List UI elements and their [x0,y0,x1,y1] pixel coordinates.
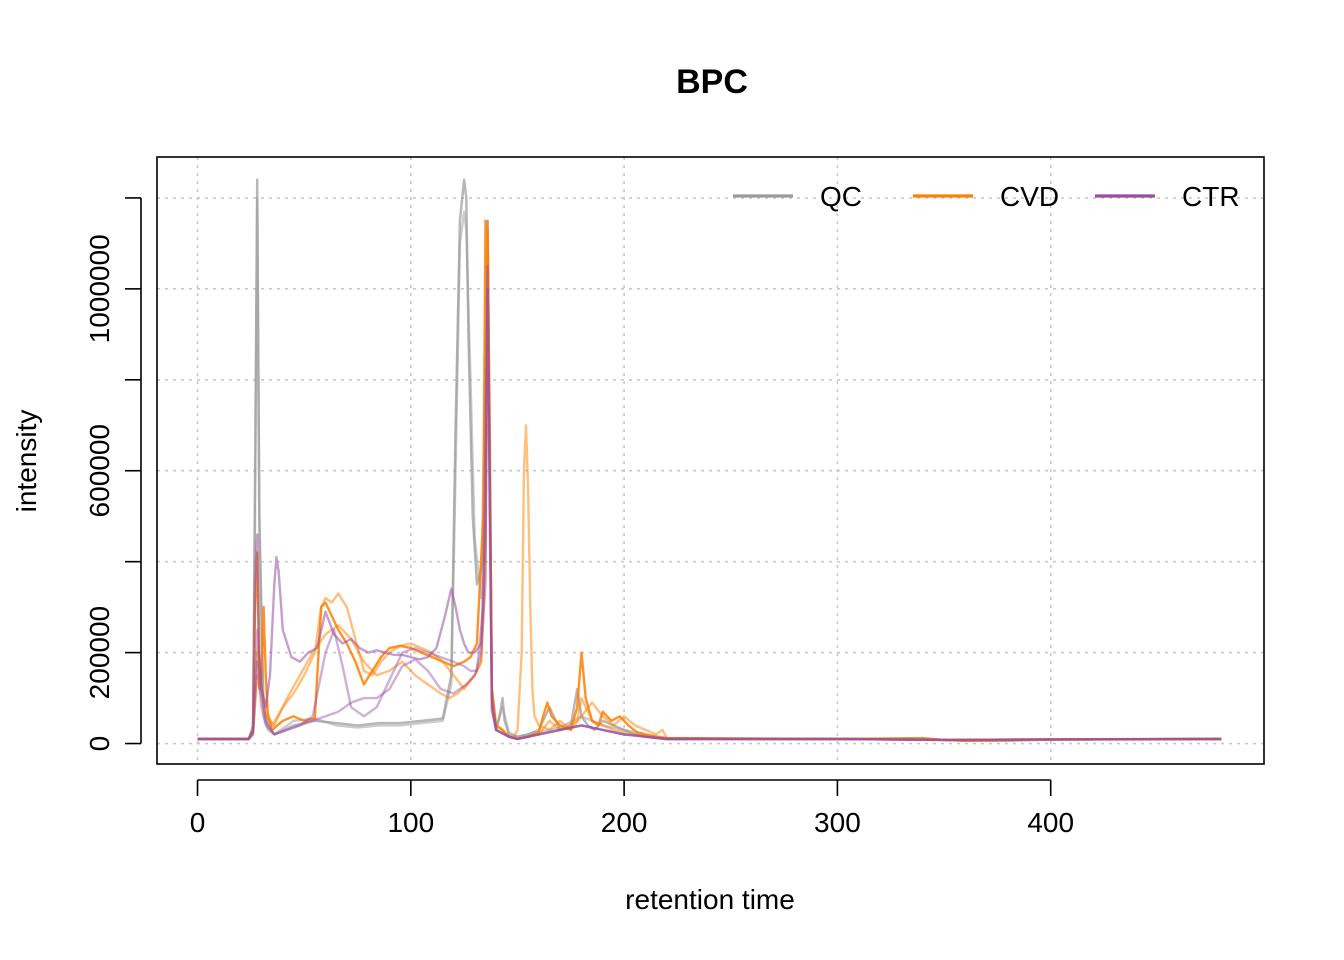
x-tick-label: 400 [1027,807,1074,838]
x-tick-label: 300 [814,807,861,838]
chart-title: BPC [676,63,748,101]
series-line-qc [197,178,1222,742]
legend: QC CVD CTR [733,181,1240,212]
legend-label-qc: QC [820,181,862,212]
legend-label-ctr: CTR [1182,181,1240,212]
y-axis: 0 200000 600000 1000000 [84,197,142,752]
plot-frame [156,156,1265,765]
series-line-ctr [197,264,1222,742]
series-line-ctr [197,287,1222,742]
x-axis: 0 100 200 300 400 [190,779,1074,838]
y-tick-label: 1000000 [84,234,115,343]
x-tick-label: 100 [387,807,434,838]
y-axis-label: intensity [11,410,42,513]
series-line-ctr [197,287,1222,742]
y-tick-label: 200000 [84,606,115,699]
grid [157,157,1264,764]
series-line-cvd [197,242,1222,742]
legend-label-cvd: CVD [1000,181,1059,212]
series-line-cvd [197,219,1222,742]
series-line-qc [197,196,1222,742]
y-tick-label: 0 [84,736,115,752]
x-tick-label: 200 [601,807,648,838]
x-tick-label: 0 [190,807,206,838]
y-tick-label: 600000 [84,424,115,517]
series-group [197,178,1222,742]
series-line-cvd [197,264,1222,742]
x-axis-label: retention time [625,884,795,915]
